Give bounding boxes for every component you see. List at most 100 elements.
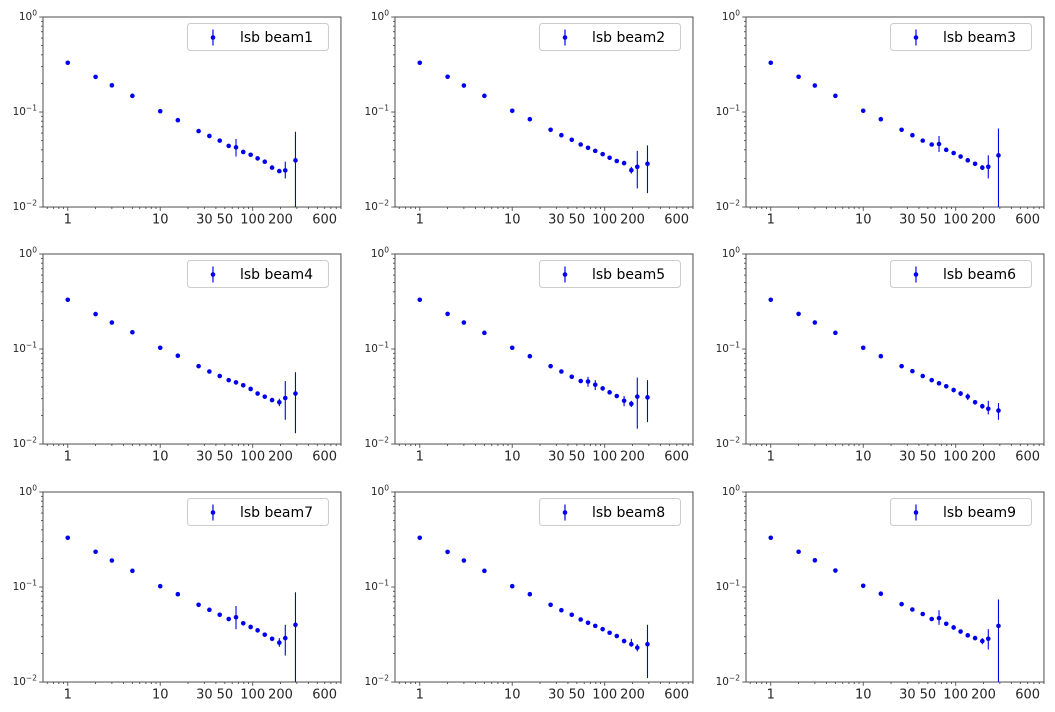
data-point [269, 636, 275, 641]
data-point [293, 158, 298, 163]
error-bars [67, 536, 297, 682]
data-points [65, 60, 298, 174]
data-point [109, 557, 115, 563]
x-tick-label: 50 [217, 687, 234, 702]
x-tick-label: 200 [268, 213, 293, 228]
data-point [958, 154, 964, 159]
y-tick-label: 10−1 [364, 341, 389, 356]
data-point [255, 391, 260, 397]
data-point [207, 369, 212, 375]
data-point [878, 116, 884, 122]
legend-point-marker [562, 509, 567, 515]
data-point [240, 620, 246, 626]
data-point [965, 632, 971, 638]
subplot-cell-4: 1 10 30 50 100 200 600 100 10−1 10−2 lsb beam4 [0, 237, 352, 474]
data-point [592, 623, 598, 628]
data-point [606, 630, 612, 635]
data-point [644, 161, 650, 167]
data-point [277, 400, 282, 405]
axis-ticks [39, 253, 342, 449]
x-tick-label: 10 [152, 687, 169, 702]
data-point [768, 60, 774, 66]
y-tick-exponent: −1 [26, 341, 37, 350]
data-point [157, 345, 163, 351]
y-tick-label: 10−2 [364, 436, 389, 451]
data-point [130, 93, 135, 99]
x-tick-label: 50 [568, 687, 585, 702]
data-point [196, 128, 201, 134]
y-tick-label: 10−1 [716, 341, 741, 356]
data-point [965, 394, 971, 400]
y-tick-base: 10 [722, 486, 735, 498]
y-tick-exponent: −1 [26, 104, 37, 113]
x-tick-label: 600 [312, 213, 337, 228]
data-point [592, 382, 598, 388]
data-points [417, 297, 650, 407]
data-point [628, 641, 634, 647]
data-points [65, 535, 298, 645]
y-tick-label: 10−2 [13, 199, 38, 214]
legend-box [186, 497, 329, 526]
data-point [226, 616, 231, 622]
y-tick-label: 10−1 [364, 104, 389, 119]
data-point [569, 137, 574, 143]
data-point [910, 606, 916, 612]
data-point [93, 74, 98, 80]
x-tick-label: 30 [548, 687, 565, 702]
error-bars [770, 298, 1000, 421]
x-tick-label: 100 [240, 687, 265, 702]
x-tick-labels: 1 10 30 50 100 200 600 [767, 687, 1040, 702]
x-tick-label: 200 [620, 450, 645, 465]
data-point [929, 616, 935, 622]
x-tick-label: 200 [268, 687, 293, 702]
legend: lsb beam7 [186, 497, 329, 526]
data-point [634, 645, 640, 650]
error-bars [418, 536, 648, 678]
data-point [600, 626, 605, 632]
y-tick-base: 10 [716, 201, 729, 213]
data-point [109, 83, 115, 88]
data-point [986, 636, 991, 641]
x-tick-label: 10 [504, 450, 521, 465]
x-tick-label: 1 [767, 687, 775, 702]
data-point [833, 567, 839, 573]
x-tick-labels: 1 10 30 50 100 200 600 [767, 213, 1040, 228]
x-tick-label: 1 [64, 450, 72, 465]
x-tick-label: 600 [312, 450, 337, 465]
data-point [937, 381, 942, 386]
x-tick-label: 600 [1016, 213, 1041, 228]
subplot-cell-1: 1 10 30 50 100 200 600 100 10−1 10−2 lsb beam1 [0, 0, 352, 237]
x-tick-label: 1 [767, 450, 775, 465]
y-tick-exponent: −1 [729, 341, 740, 350]
legend-box [538, 497, 681, 526]
legend-point-marker [210, 509, 216, 515]
y-tick-label: 10−2 [716, 436, 741, 451]
x-tick-label: 30 [548, 213, 565, 228]
y-tick-label: 100 [722, 483, 740, 498]
legend-point-marker [210, 35, 216, 40]
data-point [527, 591, 532, 597]
data-point [262, 159, 268, 164]
data-point [547, 602, 553, 607]
data-point [269, 398, 275, 403]
data-point [796, 311, 802, 317]
data-point [600, 386, 605, 392]
x-tick-labels: 1 10 30 50 100 200 600 [415, 450, 688, 465]
x-tick-labels: 1 10 30 50 100 200 600 [64, 213, 337, 228]
x-tick-label: 600 [1016, 450, 1041, 465]
x-tick-labels: 1 10 30 50 100 200 600 [64, 450, 337, 465]
data-point [255, 627, 260, 633]
y-tick-base: 10 [13, 438, 26, 450]
data-point [878, 591, 884, 596]
x-tick-label: 1 [64, 687, 72, 702]
data-point [248, 152, 253, 158]
x-tick-label: 50 [920, 450, 937, 465]
data-point [812, 83, 818, 88]
data-point [240, 383, 246, 388]
data-point [621, 398, 627, 404]
data-point [175, 353, 181, 359]
